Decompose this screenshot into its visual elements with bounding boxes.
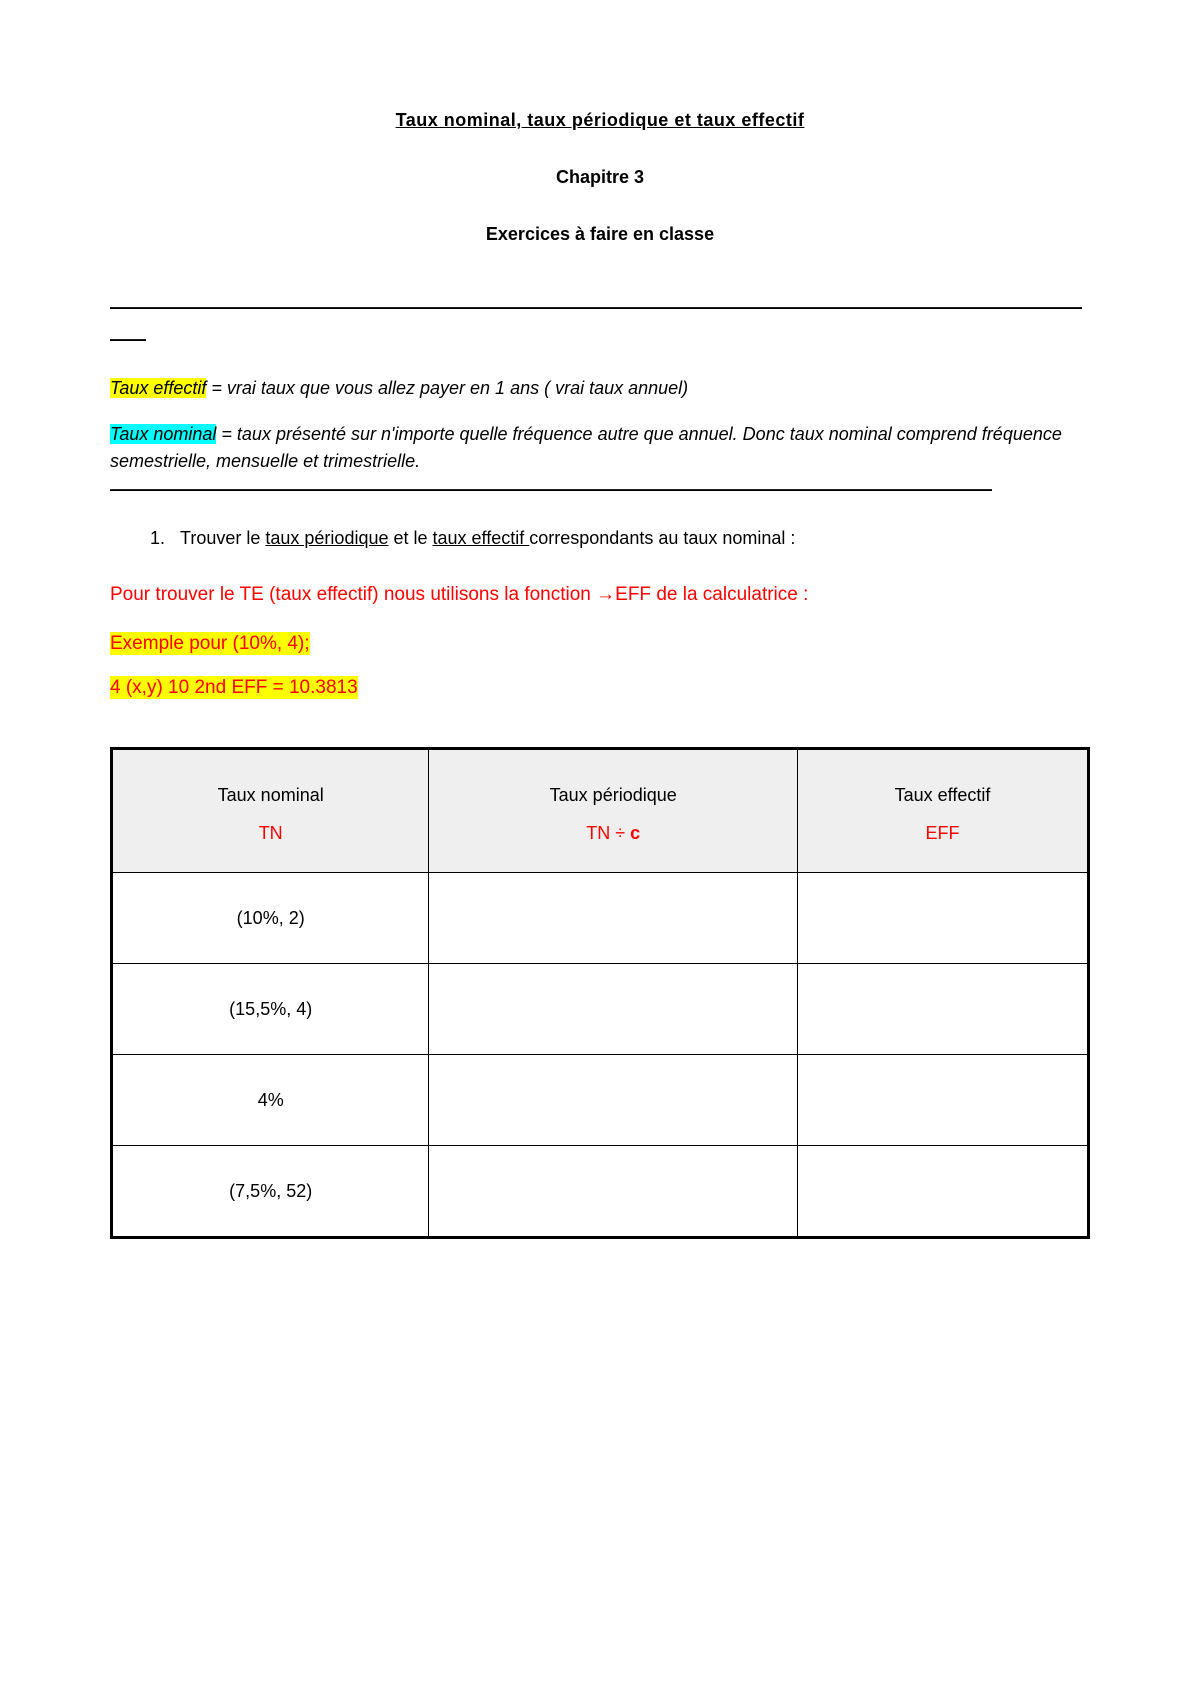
rates-table: Taux nominal TN Taux périodique TN ÷ c T… [110,747,1090,1239]
cell-periodique [429,1146,798,1238]
header-periodique-sub-pre: TN ÷ [586,823,630,843]
top-separator-line2: —— [110,329,146,349]
effectif-label: Taux effectif [110,378,206,398]
question-underline-1: taux périodique [265,528,388,548]
example-label: Exemple pour (10%, 4); [110,632,310,655]
question-1: 1. Trouver le taux périodique et le taux… [150,528,1090,549]
table-row: (10%, 2) [112,873,1089,964]
cell-effectif [798,964,1089,1055]
definition-nominal: Taux nominal = taux présenté sur n'impor… [110,421,1090,475]
header-periodique-sub-bold: c [630,823,640,843]
document-page: Taux nominal, taux périodique et taux ef… [0,0,1200,1698]
subtitle: Exercices à faire en classe [110,224,1090,245]
cell-periodique [429,1055,798,1146]
instruction-text: Pour trouver le TE (taux effectif) nous … [110,579,1090,611]
top-separator-line1: ————————————————————————————————————————… [110,297,1082,317]
cell-nominal: (15,5%, 4) [112,964,429,1055]
cell-nominal: (10%, 2) [112,873,429,964]
question-underline-2: taux effectif [433,528,530,548]
question-suffix: correspondants au taux nominal : [529,528,795,548]
question-number: 1. [150,528,165,548]
header-effectif-sub: EFF [806,816,1079,850]
definitions-block: Taux effectif = vrai taux que vous allez… [110,378,1090,475]
header-nominal-sub: TN [121,816,420,850]
table-header-row: Taux nominal TN Taux périodique TN ÷ c T… [112,749,1089,873]
table-row: (15,5%, 4) [112,964,1089,1055]
page-title: Taux nominal, taux périodique et taux ef… [110,110,1090,131]
nominal-text: = taux présenté sur n'importe quelle fré… [110,424,1062,471]
cell-periodique [429,964,798,1055]
example-label-line: Exemple pour (10%, 4); [110,633,1090,655]
header-periodique-sub: TN ÷ c [437,816,789,850]
question-prefix: Trouver le [180,528,265,548]
top-separator: ————————————————————————————————————————… [110,291,1090,356]
table-row: (7,5%, 52) [112,1146,1089,1238]
question-mid: et le [388,528,432,548]
rates-table-wrap: Taux nominal TN Taux périodique TN ÷ c T… [110,747,1090,1239]
cell-effectif [798,1146,1089,1238]
header-nominal-title: Taux nominal [218,785,324,805]
table-row: 4% [112,1055,1089,1146]
cell-nominal: 4% [112,1055,429,1146]
definition-effectif: Taux effectif = vrai taux que vous allez… [110,378,1090,399]
cell-periodique [429,873,798,964]
header-nominal: Taux nominal TN [112,749,429,873]
example-calc: 4 (x,y) 10 2nd EFF = 10.3813 [110,676,358,699]
mid-separator: ————————————————————————————————————————… [110,479,1090,500]
header-effectif: Taux effectif EFF [798,749,1089,873]
chapter-heading: Chapitre 3 [110,167,1090,188]
example-calc-line: 4 (x,y) 10 2nd EFF = 10.3813 [110,677,1090,699]
nominal-label: Taux nominal [110,424,216,444]
cell-nominal: (7,5%, 52) [112,1146,429,1238]
header-effectif-title: Taux effectif [895,785,991,805]
header-periodique: Taux périodique TN ÷ c [429,749,798,873]
cell-effectif [798,1055,1089,1146]
cell-effectif [798,873,1089,964]
effectif-text: = vrai taux que vous allez payer en 1 an… [206,378,688,398]
header-periodique-title: Taux périodique [550,785,677,805]
